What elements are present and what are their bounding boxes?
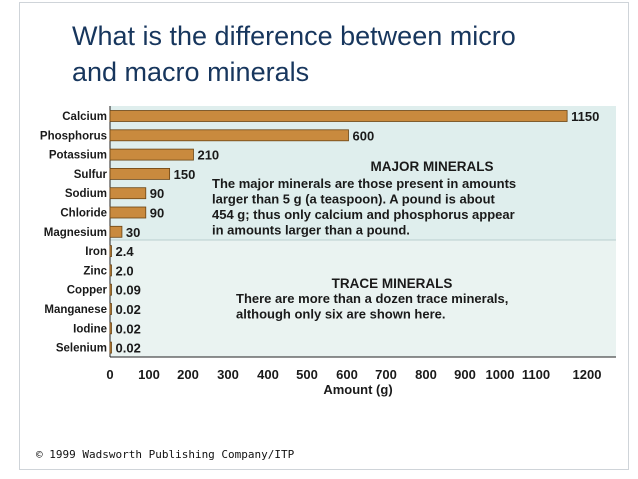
x-tick-label-1100: 1100	[522, 367, 550, 382]
category-label-copper: Copper	[67, 285, 108, 297]
bar-potassium	[109, 148, 194, 161]
value-label-selenium: 0.02	[116, 341, 141, 356]
copyright-text: © 1999 Wadsworth Publishing Company/ITP	[36, 448, 295, 461]
slide-title: What is the difference between micro and…	[72, 18, 612, 90]
category-label-iron: Iron	[85, 246, 107, 258]
category-label-selenium: Selenium	[56, 343, 107, 355]
value-label-manganese: 0.02	[116, 302, 141, 317]
group-text-line: The major minerals are those present in …	[212, 176, 516, 191]
group-text-line: although only six are shown here.	[236, 307, 446, 322]
bar-magnesium	[109, 225, 123, 238]
group-text-line: larger than 5 g (a teaspoon). A pound is…	[212, 192, 496, 207]
x-tick-label-400: 400	[257, 367, 279, 382]
x-tick-label-500: 500	[296, 367, 318, 382]
bar-chloride	[109, 206, 147, 219]
bar-copper	[109, 283, 112, 296]
value-label-calcium: 1150	[571, 109, 599, 124]
category-label-magnesium: Magnesium	[44, 227, 107, 239]
bar-phosphorus	[109, 129, 349, 142]
group-heading-trace-minerals: TRACE MINERALS	[332, 276, 453, 291]
category-label-zinc: Zinc	[83, 265, 107, 277]
value-label-phosphorus: 600	[353, 128, 375, 143]
x-tick-label-600: 600	[336, 367, 358, 382]
value-label-iodine: 0.02	[116, 321, 141, 336]
x-tick-label-1200: 1200	[573, 367, 602, 382]
value-label-sulfur: 150	[174, 167, 196, 182]
bar-calcium	[109, 110, 568, 122]
x-tick-label-700: 700	[375, 367, 397, 382]
category-label-calcium: Calcium	[62, 111, 107, 123]
category-label-chloride: Chloride	[60, 208, 107, 220]
x-tick-label-0: 0	[106, 367, 113, 382]
group-text-line: There are more than a dozen trace minera…	[236, 291, 508, 306]
value-label-magnesium: 30	[126, 225, 140, 240]
group-text-line: in amounts larger than a pound.	[212, 223, 410, 238]
x-tick-label-1000: 1000	[486, 367, 515, 382]
x-tick-label-800: 800	[415, 367, 437, 382]
value-label-chloride: 90	[150, 206, 164, 221]
category-label-sodium: Sodium	[65, 188, 107, 200]
value-label-zinc: 2.0	[116, 263, 134, 278]
value-label-potassium: 210	[197, 148, 219, 163]
category-label-manganese: Manganese	[44, 304, 107, 316]
x-tick-label-900: 900	[454, 367, 476, 382]
slide-title-line-1: What is the difference between micro	[72, 21, 516, 51]
bar-iodine	[109, 322, 112, 335]
x-axis-label: Amount (g)	[323, 382, 392, 397]
major-minerals-panel	[110, 106, 616, 240]
x-tick-label-200: 200	[177, 367, 199, 382]
bar-iron	[109, 245, 112, 258]
group-heading-major-minerals: MAJOR MINERALS	[370, 159, 493, 174]
group-text-line: 454 g; thus only calcium and phosphorus …	[212, 207, 515, 222]
x-tick-label-300: 300	[217, 367, 239, 382]
bar-zinc	[109, 264, 112, 277]
slide-frame	[19, 2, 629, 470]
bar-sulfur	[109, 167, 171, 180]
category-label-iodine: Iodine	[73, 323, 107, 335]
x-tick-label-100: 100	[138, 367, 160, 382]
bar-manganese	[109, 303, 112, 315]
bar-selenium	[109, 341, 112, 354]
value-label-sodium: 90	[150, 186, 164, 201]
trace-minerals-panel	[110, 240, 616, 357]
value-label-iron: 2.4	[116, 244, 135, 259]
bar-sodium	[109, 187, 147, 200]
category-label-phosphorus: Phosphorus	[40, 130, 107, 142]
category-label-potassium: Potassium	[49, 150, 107, 162]
value-label-copper: 0.09	[116, 283, 141, 298]
slide-title-line-2: and macro minerals	[72, 57, 310, 87]
category-label-sulfur: Sulfur	[74, 169, 108, 181]
